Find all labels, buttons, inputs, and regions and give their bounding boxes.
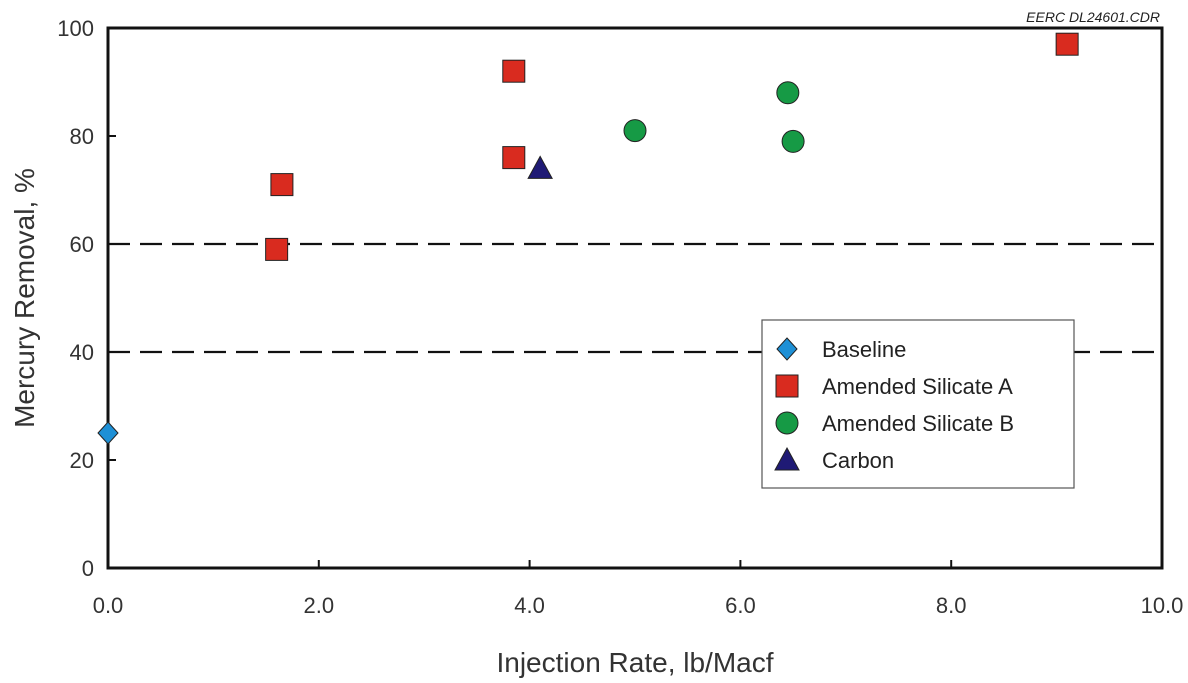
x-tick-label: 2.0: [304, 593, 335, 618]
legend-label-carbon: Carbon: [822, 448, 894, 473]
legend-marker-amended-silicate-b: [775, 411, 799, 435]
legend-marker-amended-silicate-a: [775, 374, 799, 398]
data-point-amended-silicate-a: [270, 173, 294, 197]
data-point-amended-silicate-a: [502, 146, 526, 170]
y-axis-title: Mercury Removal, %: [9, 168, 40, 428]
x-axis-title: Injection Rate, lb/Macf: [496, 647, 773, 678]
legend-marker-carbon: [774, 446, 800, 471]
plot-frame: [106, 26, 1164, 570]
data-point-amended-silicate-b: [781, 129, 805, 153]
legend-label-baseline: Baseline: [822, 337, 906, 362]
y-tick-label: 0: [82, 556, 94, 581]
data-point-amended-silicate-b: [623, 119, 647, 143]
x-tick-label: 0.0: [93, 593, 124, 618]
legend: Baseline Amended Silicate A Amended Silica…: [761, 319, 1075, 489]
legend-label-amended-silicate-a: Amended Silicate A: [822, 374, 1013, 399]
y-tick-label: 20: [70, 448, 94, 473]
data-point-amended-silicate-a: [1055, 32, 1079, 56]
data-point-amended-silicate-a: [265, 237, 289, 261]
legend-box: [761, 319, 1075, 489]
x-axis-ticks: 0.0 2.0 4.0 6.0 8.0 10.0: [93, 560, 1184, 618]
y-tick-label: 80: [70, 124, 94, 149]
data-points: [97, 32, 1079, 445]
x-tick-label: 10.0: [1141, 593, 1184, 618]
x-tick-label: 4.0: [514, 593, 545, 618]
y-tick-label: 60: [70, 232, 94, 257]
legend-marker-baseline: [776, 337, 798, 361]
x-tick-label: 6.0: [725, 593, 756, 618]
y-axis-ticks: 0 20 40 60 80 100: [57, 16, 116, 581]
data-point-amended-silicate-b: [776, 81, 800, 105]
x-tick-label: 8.0: [936, 593, 967, 618]
legend-label-amended-silicate-b: Amended Silicate B: [822, 411, 1014, 436]
y-tick-label: 100: [57, 16, 94, 41]
y-tick-label: 40: [70, 340, 94, 365]
data-point-carbon: [527, 155, 553, 179]
source-label: EERC DL24601.CDR: [1026, 9, 1160, 25]
data-point-amended-silicate-a: [502, 59, 526, 83]
data-point-baseline: [97, 421, 119, 445]
